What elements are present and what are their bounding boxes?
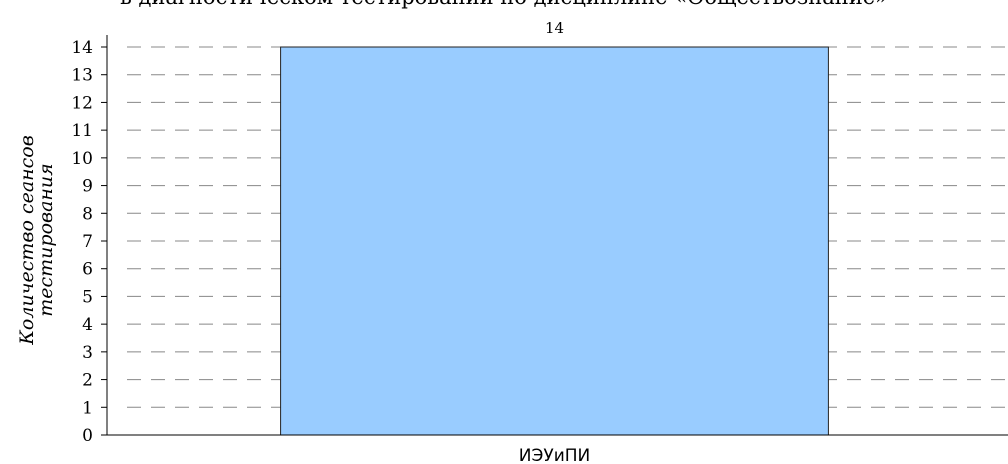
y-tick-label: 0 [82, 426, 93, 446]
y-tick-label: 9 [82, 177, 93, 197]
y-tick-label: 8 [82, 204, 93, 224]
chart-title: в диагностическом тестировании по дисцип… [120, 0, 888, 9]
value-label: 14 [545, 19, 564, 37]
y-axis-label: тестирования [35, 163, 57, 316]
bar [280, 46, 829, 436]
y-tick-label: 7 [82, 232, 93, 252]
y-tick-label: 4 [82, 315, 93, 335]
y-tick-label: 13 [71, 66, 93, 86]
y-tick-label: 2 [82, 371, 93, 391]
y-tick-label: 11 [71, 121, 93, 141]
y-tick-label: 12 [71, 93, 93, 113]
y-tick-label: 3 [82, 343, 93, 363]
y-tick-label: 6 [82, 260, 93, 280]
y-tick-label: 5 [82, 287, 93, 307]
y-tick-label: 10 [71, 149, 93, 169]
y-tick-label: 14 [71, 38, 93, 58]
x-tick-label: ИЭУиПИ [519, 446, 591, 464]
y-tick-label: 1 [82, 398, 93, 418]
y-axis-label: Количество сеансов [16, 135, 38, 346]
